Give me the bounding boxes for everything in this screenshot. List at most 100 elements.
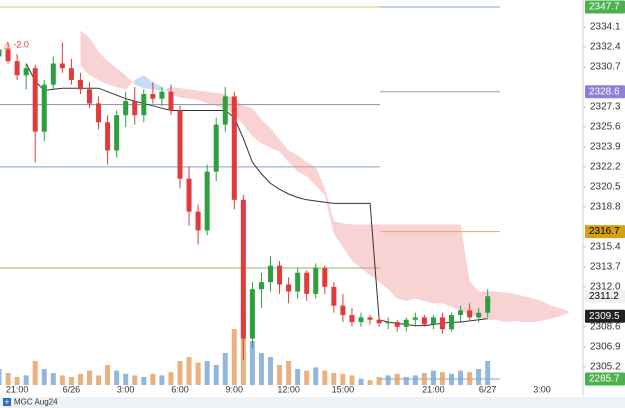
candle-body [394, 322, 400, 327]
candle-body [87, 89, 92, 104]
cloud-segment [333, 221, 343, 247]
volume-bar [41, 369, 47, 385]
symbol[interactable]: MGC Aug24 [14, 398, 58, 407]
candle-body [476, 312, 482, 318]
volume-bar [394, 373, 400, 385]
volume-bar [50, 373, 56, 385]
candle-body [304, 272, 310, 294]
moving-average-line [25, 63, 488, 327]
x-tick-label: 3:00 [117, 384, 135, 394]
volume-bar [258, 353, 264, 385]
cloud-segment [125, 75, 135, 90]
volume-bar [349, 375, 355, 385]
x-tick-label: 21:00 [6, 384, 29, 394]
y-tick-label: 2308.6 [590, 321, 621, 332]
volume-bar [177, 361, 183, 385]
candle-body [240, 199, 246, 339]
candle-body [403, 319, 409, 327]
cloud-segment [116, 68, 126, 90]
candle-body [96, 103, 102, 123]
x-tick-label: 6:00 [171, 384, 189, 394]
candle-body [485, 296, 491, 313]
cloud-segment [551, 305, 561, 319]
cloud-segment [324, 188, 334, 234]
cloud-segment [107, 61, 117, 87]
candle-body [449, 315, 454, 330]
y-tick-label: 2332.4 [590, 42, 621, 53]
candle-body [313, 268, 319, 294]
volume-bar [231, 329, 237, 385]
volume-bar [77, 373, 83, 385]
cloud-segment [143, 75, 153, 90]
candle-body [168, 91, 174, 111]
candle-body [286, 284, 292, 292]
cloud-segment [388, 224, 398, 299]
volume-bar [476, 369, 482, 385]
candle-body [358, 317, 364, 323]
candle-body [41, 84, 47, 132]
cloud-segment [98, 51, 108, 85]
candle-body [195, 211, 201, 231]
price-label: 2347.7 [589, 2, 620, 13]
candle-body [5, 49, 11, 62]
volume-bar [105, 365, 111, 385]
cloud-segment [297, 155, 307, 177]
symbol-icon-plus: + [4, 397, 9, 407]
candle-body [367, 317, 373, 320]
candle-body [412, 317, 418, 320]
cloud-segment [134, 75, 144, 89]
cloud-segment [261, 119, 271, 149]
volume-bar [304, 370, 310, 385]
cloud-segment [89, 37, 99, 80]
cloud-segment [207, 91, 217, 106]
volume-bar [132, 375, 138, 385]
candle-body [322, 268, 328, 287]
y-tick-label: 2318.8 [590, 202, 621, 213]
cloud-segment [342, 223, 352, 261]
price-label-box [585, 85, 625, 99]
candle-body [141, 94, 147, 116]
cloud-segment [397, 224, 407, 301]
volume-bar [141, 377, 147, 385]
candle-body [32, 68, 38, 132]
volume-bar [168, 372, 174, 385]
cloud-segment [152, 82, 162, 91]
volume-bar [403, 377, 409, 385]
price-label: 2316.7 [589, 226, 620, 237]
annotation: △ -2.0 [4, 39, 29, 49]
candle-body [467, 310, 473, 318]
volume-bar [23, 375, 29, 385]
volume-bar [68, 377, 74, 385]
y-tick-label: 2325.6 [590, 122, 621, 133]
x-tick-label: 21:00 [422, 384, 445, 394]
y-tick-label: 2315.4 [590, 242, 621, 253]
cloud-segment [180, 88, 190, 99]
volume-bar [331, 373, 337, 385]
price-label-box [585, 309, 625, 323]
candle-body [439, 317, 445, 330]
candle-body [331, 286, 337, 306]
candle-body [340, 305, 346, 316]
cloud-segment [460, 224, 470, 316]
volume-bar [96, 375, 102, 385]
candle-body [376, 319, 382, 324]
volume-bar [186, 357, 192, 385]
plot-area [0, 6, 570, 385]
volume-bar [222, 353, 228, 385]
cloud-segment [532, 298, 542, 323]
price-label: 2309.5 [589, 311, 620, 322]
status-bar [0, 397, 625, 408]
price-label-box [585, 225, 625, 239]
candle-body [186, 178, 192, 212]
volume-bar [114, 370, 120, 385]
candle-body [68, 68, 74, 80]
cloud-segment [496, 291, 506, 323]
cloud-segment [433, 224, 443, 304]
price-axis: 2334.1 2332.4 2330.7 2327.3 2325.6 2323.9 2322… [583, 0, 625, 386]
symbol-icon[interactable] [3, 398, 11, 406]
candle-body [458, 310, 464, 316]
candle-body [249, 289, 255, 339]
cloud-segment [351, 224, 361, 269]
candle-body [159, 91, 165, 99]
y-tick-label: 2330.7 [590, 62, 621, 73]
